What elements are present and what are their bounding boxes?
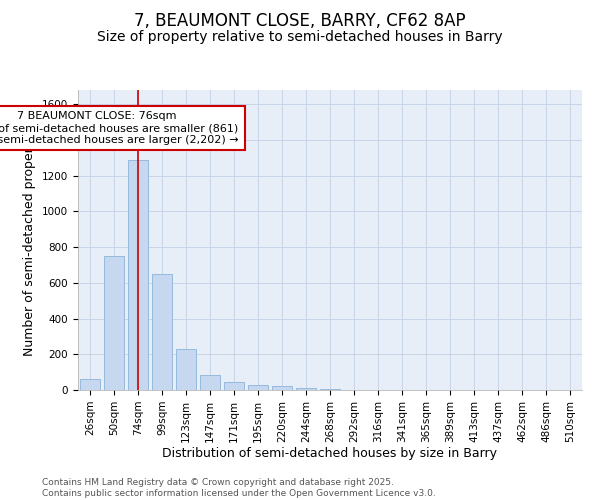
Bar <box>200 375 220 390</box>
Text: 7, BEAUMONT CLOSE, BARRY, CF62 8AP: 7, BEAUMONT CLOSE, BARRY, CF62 8AP <box>134 12 466 30</box>
Bar <box>272 386 292 390</box>
Text: Size of property relative to semi-detached houses in Barry: Size of property relative to semi-detach… <box>97 30 503 44</box>
Text: Contains HM Land Registry data © Crown copyright and database right 2025.
Contai: Contains HM Land Registry data © Crown c… <box>42 478 436 498</box>
Bar <box>296 388 316 390</box>
Bar <box>80 380 100 390</box>
Text: 7 BEAUMONT CLOSE: 76sqm
← 28% of semi-detached houses are smaller (861)
71% of s: 7 BEAUMONT CLOSE: 76sqm ← 28% of semi-de… <box>0 112 239 144</box>
Bar <box>248 384 268 390</box>
Bar <box>176 349 196 390</box>
Bar <box>128 160 148 390</box>
X-axis label: Distribution of semi-detached houses by size in Barry: Distribution of semi-detached houses by … <box>163 448 497 460</box>
Bar <box>104 256 124 390</box>
Y-axis label: Number of semi-detached properties: Number of semi-detached properties <box>23 124 37 356</box>
Bar <box>224 382 244 390</box>
Bar <box>152 274 172 390</box>
